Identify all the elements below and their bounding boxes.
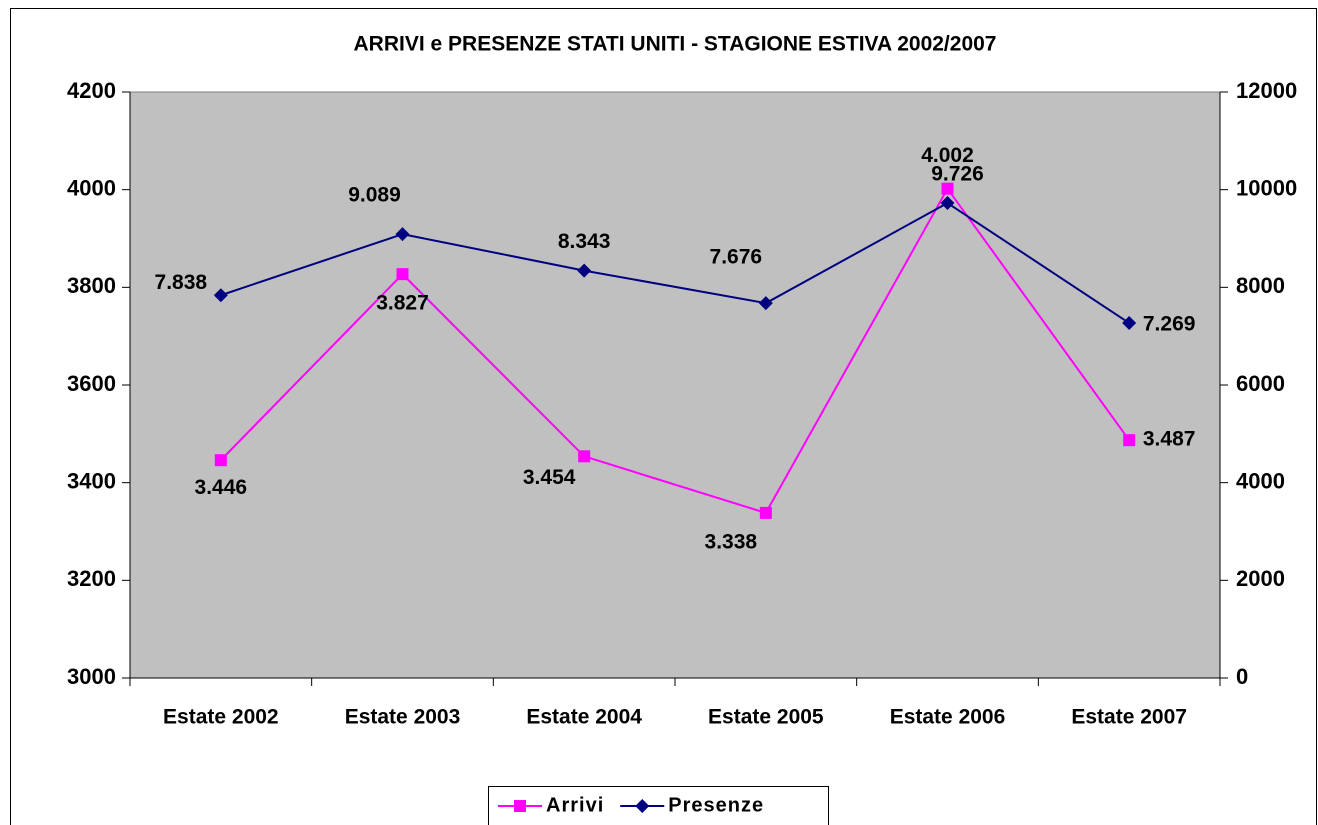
y2-tick-label: 4000	[1236, 468, 1285, 493]
data-point	[213, 288, 228, 303]
x-tick-label: Estate 2006	[890, 706, 1006, 729]
y-tick-label: 3600	[67, 371, 116, 396]
y-tick-label: 3800	[67, 273, 116, 298]
y-tick-label: 3400	[67, 468, 116, 493]
legend-marker	[514, 800, 526, 812]
data-point	[214, 454, 227, 467]
data-point	[758, 296, 773, 311]
y2-tick-label: 0	[1236, 664, 1248, 689]
y2-tick-label: 12000	[1236, 78, 1297, 103]
data-point	[577, 263, 592, 278]
data-label: 3.487	[1143, 428, 1196, 451]
data-label: 7.838	[155, 271, 208, 294]
legend-label: Presenze	[668, 794, 764, 816]
y-tick-label: 3200	[67, 566, 116, 591]
y2-tick-label: 6000	[1236, 371, 1285, 396]
data-point	[1122, 316, 1137, 331]
legend-label: Arrivi	[546, 794, 604, 816]
data-point	[396, 268, 409, 281]
y-tick-label: 4200	[67, 78, 116, 103]
data-label: 3.446	[195, 476, 248, 499]
y2-tick-label: 2000	[1236, 566, 1285, 591]
data-label: 9.726	[931, 163, 984, 186]
y-tick-label: 3000	[67, 664, 116, 689]
data-label: 9.089	[348, 184, 401, 207]
data-label: 7.269	[1143, 313, 1196, 336]
series-line	[220, 201, 1130, 324]
data-label: 3.827	[376, 292, 429, 315]
data-label: 4.002	[921, 144, 974, 167]
data-point	[395, 227, 410, 242]
data-point	[759, 506, 772, 519]
data-point	[940, 196, 955, 211]
x-tick-label: Estate 2005	[708, 706, 824, 729]
legend-marker	[635, 799, 650, 813]
plot-area	[129, 91, 1221, 679]
chart-title: ARRIVI e PRESENZE STATI UNITI - STAGIONE…	[354, 33, 997, 56]
x-tick-label: Estate 2007	[1071, 706, 1187, 729]
data-label: 3.454	[523, 466, 576, 489]
x-tick-label: Estate 2004	[526, 706, 642, 729]
x-tick-label: Estate 2003	[345, 706, 461, 729]
y2-tick-label: 10000	[1236, 175, 1297, 200]
y-tick-label: 4000	[67, 175, 116, 200]
data-point	[1123, 434, 1136, 447]
data-point	[578, 450, 591, 463]
y2-tick-label: 8000	[1236, 273, 1285, 298]
x-tick-label: Estate 2002	[163, 706, 279, 729]
data-label: 7.676	[710, 246, 763, 269]
data-label: 8.343	[558, 230, 611, 253]
data-point	[941, 182, 954, 195]
series-line	[220, 186, 1130, 515]
data-label: 3.338	[705, 530, 758, 553]
